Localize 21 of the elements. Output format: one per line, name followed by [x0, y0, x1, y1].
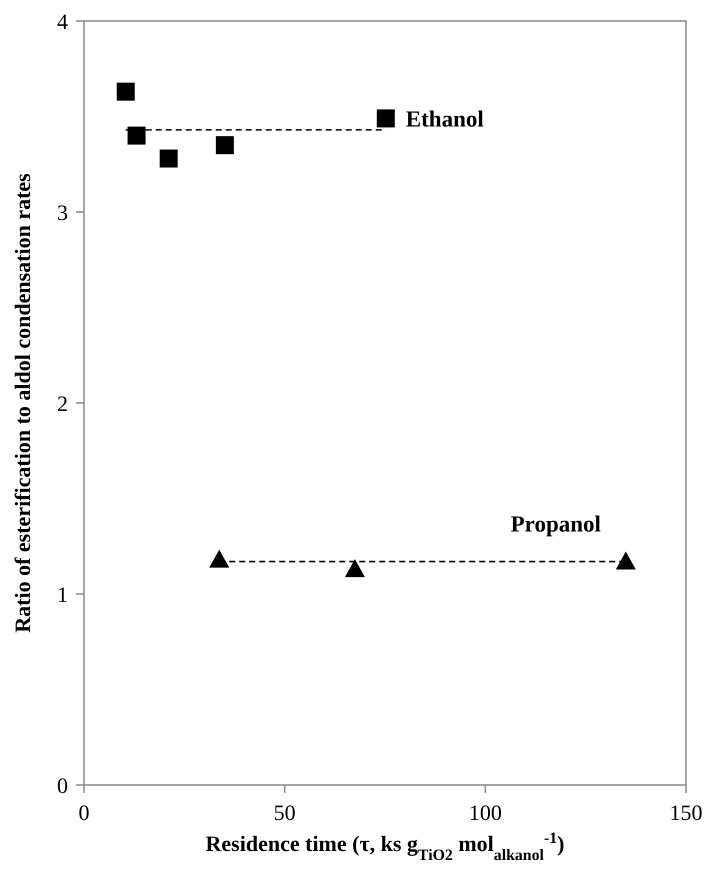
point: [128, 126, 146, 145]
x-axis-title: Residence time (τ, ks g$_{TiO2}$ mol$_{alkanol}$$^{-1}$): [206, 830, 564, 864]
y-tick-label: 1: [57, 582, 68, 607]
point: [344, 559, 365, 578]
x-tick-label: 100: [468, 800, 502, 825]
point: [616, 552, 636, 570]
series-label: Propanol: [510, 512, 601, 537]
x-tick-label: 150: [670, 800, 702, 825]
x-tick-label: 50: [274, 800, 296, 825]
y-tick-label: 0: [57, 773, 68, 798]
point: [209, 550, 230, 568]
point: [216, 136, 234, 154]
point: [160, 150, 178, 168]
series-label: Ethanol: [406, 106, 484, 132]
x-tick-label: 0: [78, 800, 90, 825]
point: [116, 82, 135, 101]
point: [376, 109, 395, 128]
y-tick-label: 4: [57, 9, 68, 34]
y-tick-label: 2: [57, 391, 68, 416]
y-axis-title: Ratio of esterification to aldol condensation rates: [10, 172, 35, 633]
y-tick-label: 3: [57, 200, 68, 225]
